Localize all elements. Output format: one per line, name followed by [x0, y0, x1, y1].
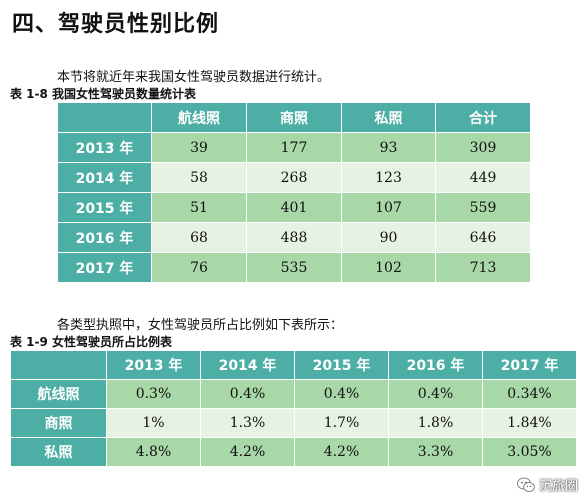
header-cell: 私照 [341, 102, 436, 133]
table-cell: 0.34% [482, 379, 577, 409]
table1-caption: 表 1-8 我国女性驾驶员数量统计表 [10, 87, 197, 101]
wechat-icon [517, 477, 535, 492]
table-cell: 4.2% [200, 437, 295, 467]
table-cell: 309 [435, 132, 531, 163]
watermark: 沉旅圈 [517, 475, 578, 494]
table-row: 2016 年 68 488 90 646 [57, 222, 531, 253]
header-cell: 2013 年 [106, 350, 201, 380]
row-label: 私照 [10, 437, 107, 467]
table-header-row: 航线照 商照 私照 合计 [57, 102, 531, 133]
table-header-row: 2013 年 2014 年 2015 年 2016 年 2017 年 [10, 350, 577, 380]
watermark-text: 沉旅圈 [538, 479, 578, 494]
table-cell: 0.4% [294, 379, 389, 409]
header-cell: 2017 年 [482, 350, 577, 380]
table-row: 2017 年 76 535 102 713 [57, 252, 531, 283]
row-label: 2017 年 [57, 252, 152, 283]
intro-paragraph-1: 本节将就近年来我国女性驾驶员数据进行统计。 [57, 70, 331, 85]
table-cell: 3.05% [482, 437, 577, 467]
table-cell: 177 [246, 132, 342, 163]
table-cell: 107 [341, 192, 436, 223]
header-cell: 2014 年 [200, 350, 295, 380]
row-label: 2015 年 [57, 192, 152, 223]
table-cell: 68 [151, 222, 247, 253]
intro-paragraph-2: 各类型执照中，女性驾驶员所占比例如下表所示： [57, 318, 344, 333]
table-cell: 559 [435, 192, 531, 223]
table-cell: 58 [151, 162, 247, 193]
table-cell: 449 [435, 162, 531, 193]
table-row: 商照 1% 1.3% 1.7% 1.8% 1.84% [10, 408, 577, 438]
table-cell: 646 [435, 222, 531, 253]
table-cell: 713 [435, 252, 531, 283]
table-cell: 1.3% [200, 408, 295, 438]
female-pilot-count-table: 航线照 商照 私照 合计 2013 年 39 177 93 309 2014 年… [57, 102, 531, 283]
table-cell: 3.3% [388, 437, 483, 467]
header-cell: 2016 年 [388, 350, 483, 380]
table-cell: 268 [246, 162, 342, 193]
table-cell: 39 [151, 132, 247, 163]
table-row: 私照 4.8% 4.2% 4.2% 3.3% 3.05% [10, 437, 577, 467]
table-cell: 4.8% [106, 437, 201, 467]
table-cell: 1.8% [388, 408, 483, 438]
table-cell: 0.4% [200, 379, 295, 409]
table-cell: 0.4% [388, 379, 483, 409]
table-cell: 90 [341, 222, 436, 253]
table-row: 2015 年 51 401 107 559 [57, 192, 531, 223]
table-cell: 1.7% [294, 408, 389, 438]
table-row: 2013 年 39 177 93 309 [57, 132, 531, 163]
table-cell: 535 [246, 252, 342, 283]
table-cell: 0.3% [106, 379, 201, 409]
row-label: 航线照 [10, 379, 107, 409]
table-cell: 401 [246, 192, 342, 223]
header-cell: 商照 [246, 102, 342, 133]
header-cell: 2015 年 [294, 350, 389, 380]
female-pilot-ratio-table: 2013 年 2014 年 2015 年 2016 年 2017 年 航线照 0… [10, 350, 577, 467]
table-cell: 4.2% [294, 437, 389, 467]
table-cell: 1.84% [482, 408, 577, 438]
header-cell [57, 102, 152, 133]
row-label: 2016 年 [57, 222, 152, 253]
header-cell: 合计 [435, 102, 531, 133]
header-cell [10, 350, 107, 380]
table-cell: 102 [341, 252, 436, 283]
row-label: 商照 [10, 408, 107, 438]
row-label: 2014 年 [57, 162, 152, 193]
table-cell: 488 [246, 222, 342, 253]
table-cell: 93 [341, 132, 436, 163]
header-cell: 航线照 [151, 102, 247, 133]
table-cell: 1% [106, 408, 201, 438]
table-row: 航线照 0.3% 0.4% 0.4% 0.4% 0.34% [10, 379, 577, 409]
section-heading: 四、驾驶员性别比例 [12, 12, 220, 37]
table-cell: 123 [341, 162, 436, 193]
row-label: 2013 年 [57, 132, 152, 163]
table-cell: 51 [151, 192, 247, 223]
table-row: 2014 年 58 268 123 449 [57, 162, 531, 193]
table-cell: 76 [151, 252, 247, 283]
table2-caption: 表 1-9 女性驾驶员所占比例表 [10, 335, 173, 349]
